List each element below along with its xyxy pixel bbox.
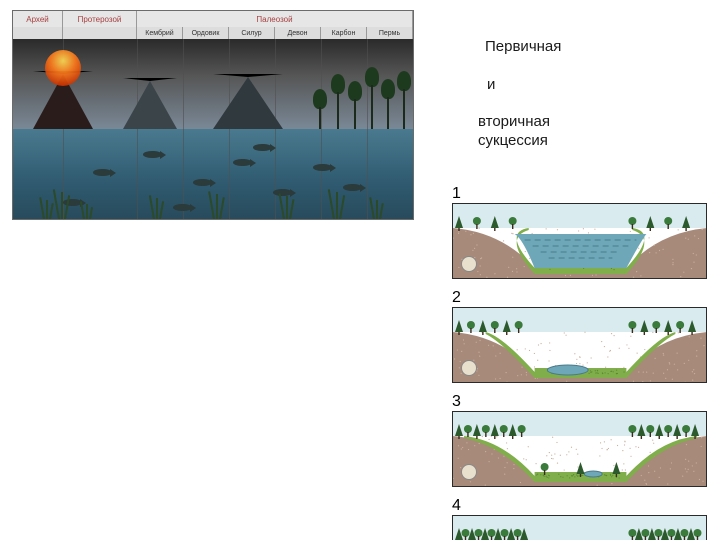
era-cell: Архей [13,11,63,27]
aquatic-plant [86,204,88,219]
panel-marker-bubble [461,360,477,376]
label-and: и [487,76,495,95]
panel-svg [453,516,707,540]
fish-shape [93,169,111,176]
period-cell: Девон [275,27,321,39]
fish-shape [313,164,331,171]
era-header-row: АрхейПротерозойПалеозой [13,11,413,27]
fish-shape [173,204,191,211]
tree-shape [397,71,411,129]
aquatic-plant [61,192,63,219]
timeline-gridline [321,39,322,219]
fish-shape [233,159,251,166]
panel-svg [453,412,707,487]
volcano-shape [123,78,177,129]
tree-shape [365,67,379,129]
label-secondary-line1: вторичная [478,113,550,130]
period-cell: Пермь [367,27,413,39]
aquatic-plant [336,192,338,219]
panel-marker-bubble [461,256,477,272]
timeline-gridline [137,39,138,219]
tree-shape [313,89,327,129]
period-cell: Карбон [321,27,367,39]
period-cell: Силур [229,27,275,39]
timeline-gridline [183,39,184,219]
period-cell [13,27,63,39]
tree-shape [381,79,395,129]
aquatic-plant [156,198,158,219]
aquatic-plant [216,194,218,219]
succession-panel: 3 [452,393,707,487]
label-and-text: и [487,76,495,93]
panel-svg [453,204,707,279]
period-cell: Ордовик [183,27,229,39]
volcano-shape [213,74,283,129]
label-primary: Первичная [485,38,561,57]
timeline-scene [13,39,413,219]
fish-shape [253,144,271,151]
panel-svg [453,308,707,383]
geologic-timeline-figure: АрхейПротерозойПалеозой КембрийОрдовикСи… [12,10,414,220]
timeline-gridline [229,39,230,219]
tree-shape [348,81,362,129]
timeline-gridline [367,39,368,219]
panel-marker-bubble [461,464,477,480]
fish-shape [143,151,161,158]
succession-panel: 1 [452,185,707,279]
label-primary-text: Первичная [485,38,561,55]
panel-number: 4 [452,497,707,515]
succession-panel: 2 [452,289,707,383]
aquatic-plant [376,200,378,219]
panel-number: 2 [452,289,707,307]
succession-figure: 1 2 3 4 [452,185,707,540]
succession-panel: 4 [452,497,707,540]
panel-number: 3 [452,393,707,411]
tree-shape [331,74,345,129]
label-secondary: вторичная сукцессия [478,113,550,151]
aquatic-plant [46,200,48,219]
lava-glow [45,50,81,86]
panel-number: 1 [452,185,707,203]
fish-shape [273,189,291,196]
period-header-row: КембрийОрдовикСилурДевонКарбонПермь [13,27,413,39]
era-cell: Палеозой [137,11,413,27]
aquatic-plant [286,196,288,219]
slide-canvas: АрхейПротерозойПалеозой КембрийОрдовикСи… [0,0,720,540]
fish-shape [343,184,361,191]
period-cell [63,27,137,39]
label-secondary-line2: сукцессия [478,132,548,149]
era-cell: Протерозой [63,11,137,27]
period-cell: Кембрий [137,27,183,39]
fish-shape [193,179,211,186]
